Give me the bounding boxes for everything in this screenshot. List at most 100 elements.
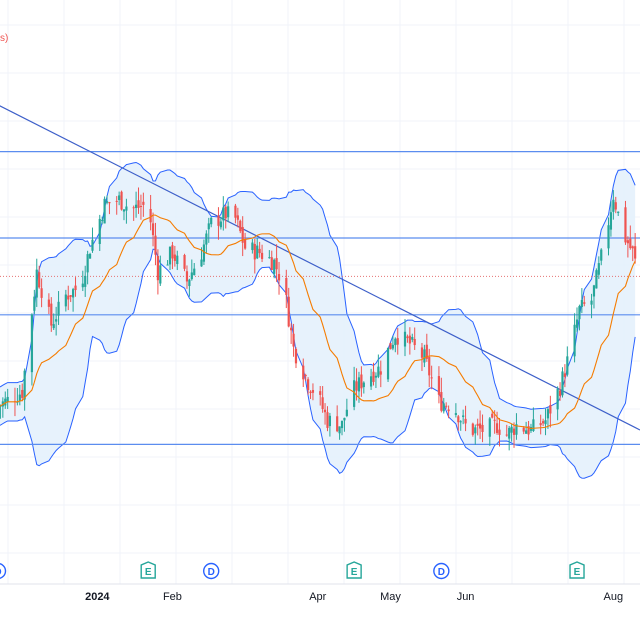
candle-body	[23, 370, 26, 400]
candle-body	[408, 335, 411, 344]
candle-body	[406, 336, 409, 339]
candle-body	[600, 249, 603, 261]
candle-body	[411, 337, 414, 340]
candle-body	[185, 271, 189, 282]
candle-body	[607, 225, 610, 249]
candle-body	[491, 413, 494, 418]
candle-body	[379, 371, 382, 375]
dividend-marker[interactable]: D	[0, 563, 7, 579]
candle-body	[360, 374, 363, 389]
candle-body	[549, 404, 552, 414]
candle-body	[539, 423, 542, 426]
trendline-line[interactable]	[0, 99, 640, 431]
candle-body	[355, 381, 358, 391]
candle-body	[476, 423, 479, 426]
candle-body	[464, 418, 467, 424]
candle-body	[377, 366, 380, 377]
candle-body	[227, 206, 230, 218]
candle-body	[340, 420, 344, 429]
candle-body	[151, 223, 155, 236]
candle-body	[277, 274, 281, 281]
candle-body	[139, 205, 143, 207]
candle-body	[592, 285, 596, 297]
upper-band-line	[0, 161, 636, 410]
dividend-marker[interactable]: D	[433, 562, 450, 580]
candle-body	[447, 409, 450, 412]
dividend-marker[interactable]: D	[202, 562, 220, 580]
earnings-marker[interactable]: E	[346, 561, 362, 579]
candle-body	[188, 279, 191, 287]
candle-body	[81, 283, 84, 288]
candle-body	[18, 394, 21, 402]
candle-body	[323, 409, 327, 413]
candle-body	[251, 242, 254, 251]
earnings-marker[interactable]: E	[569, 561, 585, 579]
candle-body	[306, 379, 310, 391]
marker-letter: D	[0, 567, 2, 578]
candle-body	[575, 319, 579, 328]
candle-body	[420, 347, 424, 358]
candle-body	[292, 333, 295, 347]
event-markers[interactable]: DEDEDE	[0, 561, 585, 580]
candle-body	[394, 338, 397, 346]
trendline[interactable]	[0, 99, 640, 431]
candle-body	[561, 371, 564, 396]
candle-body	[171, 245, 174, 259]
candle-body	[64, 294, 67, 307]
horizontal-levels[interactable]	[0, 151, 640, 445]
candlestick-series	[0, 187, 637, 451]
time-axis[interactable]: 2024 Feb Apr May Jun Aug	[85, 591, 623, 603]
candle-body	[624, 207, 627, 243]
candle-body	[389, 343, 392, 350]
candle-body	[396, 338, 399, 345]
candle-body	[84, 275, 87, 287]
candle-body	[403, 331, 407, 347]
candle-body	[309, 391, 312, 394]
candle-body	[442, 403, 445, 412]
candle-body	[149, 208, 152, 223]
candle-body	[302, 365, 305, 380]
candle-body	[154, 235, 157, 255]
candle-body	[166, 264, 169, 266]
candle-body	[563, 373, 566, 377]
candle-body	[290, 327, 293, 331]
basis-line	[0, 214, 636, 430]
candle-body	[253, 243, 256, 260]
candle-body	[481, 424, 484, 432]
candle-body	[386, 347, 390, 380]
candle-body	[374, 375, 378, 378]
candle-body	[236, 215, 239, 220]
candle-body	[425, 344, 428, 359]
marker-letter: E	[145, 567, 152, 578]
candle-body	[479, 423, 482, 429]
candle-body	[270, 257, 273, 270]
candle-body	[72, 289, 75, 298]
candle-body	[6, 396, 9, 402]
candle-body	[525, 430, 528, 434]
candle-body	[241, 227, 244, 243]
candle-body	[260, 252, 264, 259]
earnings-marker[interactable]: E	[140, 561, 156, 579]
candle-body	[142, 201, 145, 205]
time-axis-label: 2024	[85, 591, 110, 603]
candle-body	[626, 240, 629, 244]
candle-body	[515, 424, 518, 435]
candle-body	[285, 277, 288, 295]
candle-body	[369, 376, 373, 387]
candle-body	[210, 217, 213, 225]
band-fill	[0, 162, 636, 479]
candle-body	[498, 429, 501, 435]
candle-body	[168, 246, 172, 265]
candle-body	[88, 253, 92, 259]
candle-body	[217, 215, 220, 226]
candle-body	[391, 344, 394, 349]
candle-body	[258, 248, 261, 254]
candle-body	[134, 204, 138, 208]
candle-body	[193, 268, 196, 276]
candle-body	[200, 259, 203, 267]
time-axis-label: Apr	[309, 591, 326, 603]
candle-body	[558, 390, 562, 396]
candle-body	[445, 405, 448, 407]
candle-body	[440, 392, 443, 411]
